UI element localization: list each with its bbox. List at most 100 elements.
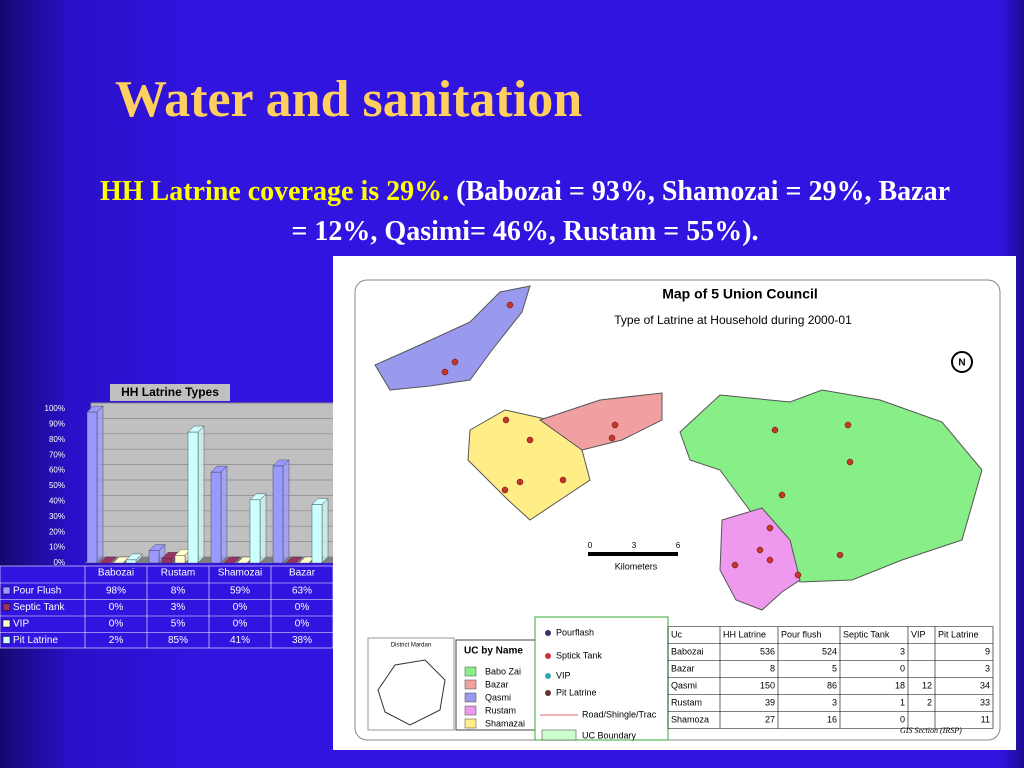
value-label: 0% xyxy=(295,602,310,613)
latrine-marker xyxy=(844,421,852,429)
map-table-cell: 12 xyxy=(922,680,932,690)
latrine-marker xyxy=(506,301,514,309)
boundary-sample xyxy=(541,729,577,741)
value-label: 0% xyxy=(109,619,124,630)
map-subtitle: Type of Latrine at Household during 2000… xyxy=(614,313,852,327)
value-label: 0% xyxy=(233,602,248,613)
bar-side xyxy=(321,497,329,564)
region-qasmi xyxy=(374,285,531,391)
legend-label: Septic Tank xyxy=(13,602,66,613)
y-tick-label: 90% xyxy=(49,420,65,429)
latrine-marker xyxy=(766,524,774,532)
inset-map xyxy=(377,659,446,726)
map-table-cell: Shamoza xyxy=(671,714,709,724)
chart-title: HH Latrine Types xyxy=(121,385,219,399)
map-table-cell: 86 xyxy=(827,680,837,690)
value-label: 3% xyxy=(171,602,186,613)
map-table-cell: 39 xyxy=(765,697,775,707)
map-table-cell: 3 xyxy=(832,697,837,707)
region-shamazai xyxy=(467,409,591,521)
map-table-cell: 536 xyxy=(760,646,775,656)
uc-label: Bazar xyxy=(485,679,509,689)
value-label: 98% xyxy=(106,586,126,597)
latrine-marker xyxy=(516,478,524,486)
region-rustam xyxy=(719,507,801,611)
data-table xyxy=(0,565,334,649)
legend-swatch xyxy=(2,636,11,644)
symbol-label: UC Boundary xyxy=(582,730,637,740)
map-table-header: HH Latrine xyxy=(723,629,766,639)
chart-title-box xyxy=(110,384,230,401)
uc-swatch xyxy=(464,666,477,677)
symbol-label: Sptick Tank xyxy=(556,650,602,660)
uc-label: Rustam xyxy=(485,705,516,715)
y-tick-label: 100% xyxy=(45,404,65,413)
x-tick-label: Rustam xyxy=(161,568,195,579)
latrine-marker xyxy=(526,436,534,444)
x-tick-label: Babozai xyxy=(98,568,134,579)
map-table-cell: 27 xyxy=(765,714,775,724)
north-arrow xyxy=(951,351,973,373)
map-table-cell: 3 xyxy=(985,663,990,673)
latrine-marker xyxy=(559,476,567,484)
y-tick-label: 30% xyxy=(49,512,65,521)
value-label: 8% xyxy=(171,586,186,597)
map-table-cell: Bazar xyxy=(671,663,695,673)
y-tick-label: 80% xyxy=(49,435,65,444)
x-tick-label: Shamozai xyxy=(218,568,262,579)
y-tick-label: 60% xyxy=(49,466,65,475)
legend-label: VIP xyxy=(13,619,29,630)
value-label: 0% xyxy=(295,619,310,630)
bar xyxy=(272,465,284,564)
symbol-icon xyxy=(545,690,551,696)
value-label: 5% xyxy=(171,619,186,630)
legend-label: Pit Latrine xyxy=(13,635,58,646)
scale-bar xyxy=(588,552,678,556)
y-tick-label: 70% xyxy=(49,450,65,459)
map-table-cell: 3 xyxy=(900,646,905,656)
bar-top xyxy=(223,556,241,564)
bar-top xyxy=(285,556,303,564)
map-table-cell: 0 xyxy=(900,714,905,724)
map-table-cell: 1 xyxy=(900,697,905,707)
bar-side xyxy=(96,405,104,564)
uc-legend-title: UC by Name xyxy=(464,646,523,657)
map-table-cell: Babozai xyxy=(671,646,704,656)
value-label: 41% xyxy=(230,635,250,646)
map-table-cell: 11 xyxy=(981,714,990,724)
uc-label: Babo Zai xyxy=(485,666,521,676)
symbol-label: Pit Latrine xyxy=(556,687,597,697)
map-table-cell: Rustam xyxy=(671,697,702,707)
latrine-marker xyxy=(608,434,616,442)
bar xyxy=(125,559,137,564)
legend-swatch xyxy=(2,619,11,628)
scale-unit: Kilometers xyxy=(615,561,658,571)
latrine-marker xyxy=(441,368,449,376)
y-tick-label: 50% xyxy=(49,481,65,490)
map-table-cell: 150 xyxy=(760,680,775,690)
latrine-marker xyxy=(766,556,774,564)
slide-subtitle: HH Latrine coverage is 29%. (Babozai = 9… xyxy=(90,172,960,252)
latrine-marker xyxy=(794,571,802,579)
x-tick-label: Bazar xyxy=(289,568,316,579)
symbol-label: Pourflash xyxy=(556,627,594,637)
y-tick-label: 10% xyxy=(49,543,65,552)
map-table-cell: 5 xyxy=(832,663,837,673)
uc-swatch xyxy=(464,692,477,703)
bar xyxy=(86,411,98,564)
bar xyxy=(174,555,186,564)
north-label: N xyxy=(958,358,965,369)
map-table-cell: 34 xyxy=(980,680,990,690)
bar-side xyxy=(282,459,290,564)
scale-tick: 6 xyxy=(676,541,681,550)
symbol-legend-box xyxy=(534,616,669,741)
subtitle-highlight: HH Latrine coverage is 29%. xyxy=(99,176,450,207)
map: N Map of 5 Union Council Type of Latrine… xyxy=(333,256,1016,750)
legend-label: Pour Flush xyxy=(13,586,61,597)
map-table-cell: 2 xyxy=(927,697,932,707)
map-table-cell: 0 xyxy=(900,663,905,673)
value-label: 2% xyxy=(109,635,124,646)
y-tick-label: 20% xyxy=(49,527,65,536)
